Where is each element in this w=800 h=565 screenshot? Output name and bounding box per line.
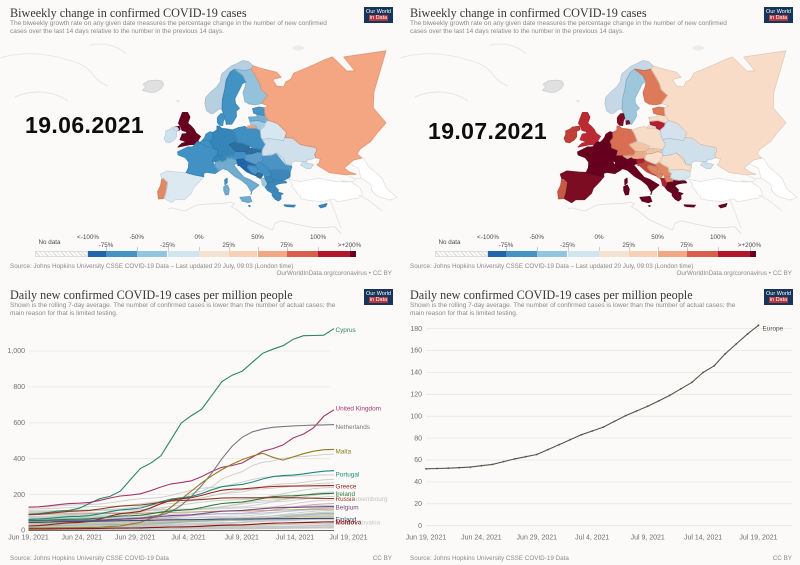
svg-text:Luxembourg: Luxembourg (352, 496, 388, 503)
svg-text:Jul 14, 2021: Jul 14, 2021 (684, 535, 722, 542)
svg-text:Cyprus: Cyprus (336, 327, 356, 334)
svg-text:Jul 4, 2021: Jul 4, 2021 (575, 535, 609, 542)
svg-text:Belgium: Belgium (336, 505, 359, 512)
svg-text:Netherlands: Netherlands (336, 424, 370, 431)
svg-text:Malta: Malta (336, 449, 352, 456)
svg-text:Jun 24, 2021: Jun 24, 2021 (461, 535, 502, 542)
svg-text:120: 120 (410, 392, 422, 399)
svg-text:Jun 29, 2021: Jun 29, 2021 (517, 535, 558, 542)
svg-text:Jul 19, 2021: Jul 19, 2021 (329, 535, 367, 542)
svg-text:Greece: Greece (336, 484, 357, 491)
svg-text:Jul 9, 2021: Jul 9, 2021 (631, 535, 665, 542)
svg-text:Slovakia: Slovakia (356, 520, 381, 527)
svg-text:0: 0 (418, 523, 422, 530)
svg-text:Jun 19, 2021: Jun 19, 2021 (8, 535, 49, 542)
svg-text:Portugal: Portugal (336, 471, 360, 478)
svg-text:100: 100 (410, 413, 422, 420)
svg-text:400: 400 (13, 456, 25, 463)
svg-text:Jun 29, 2021: Jun 29, 2021 (115, 535, 156, 542)
svg-text:Jul 19, 2021: Jul 19, 2021 (739, 535, 777, 542)
svg-text:Europe: Europe (763, 325, 784, 332)
svg-text:80: 80 (414, 435, 422, 442)
svg-text:160: 160 (410, 348, 422, 355)
svg-text:Jul 4, 2021: Jul 4, 2021 (171, 535, 205, 542)
svg-text:40: 40 (414, 479, 422, 486)
svg-text:Jul 9, 2021: Jul 9, 2021 (225, 535, 259, 542)
svg-text:Russia: Russia (336, 496, 356, 503)
svg-text:60: 60 (414, 457, 422, 464)
svg-text:Finland: Finland (336, 516, 357, 523)
svg-text:200: 200 (13, 492, 25, 499)
svg-text:20: 20 (414, 501, 422, 508)
svg-text:Moldova: Moldova (336, 520, 362, 527)
svg-text:800: 800 (13, 384, 25, 391)
svg-text:Jun 24, 2021: Jun 24, 2021 (62, 535, 103, 542)
svg-text:Jul 14, 2021: Jul 14, 2021 (276, 535, 314, 542)
svg-text:Jun 19, 2021: Jun 19, 2021 (406, 535, 447, 542)
svg-text:United Kingdom: United Kingdom (336, 406, 381, 413)
svg-text:Ireland: Ireland (336, 491, 356, 498)
svg-text:140: 140 (410, 370, 422, 377)
svg-text:1,000: 1,000 (7, 348, 25, 355)
svg-text:600: 600 (13, 420, 25, 427)
svg-text:180: 180 (410, 326, 422, 333)
svg-text:0: 0 (21, 528, 25, 535)
